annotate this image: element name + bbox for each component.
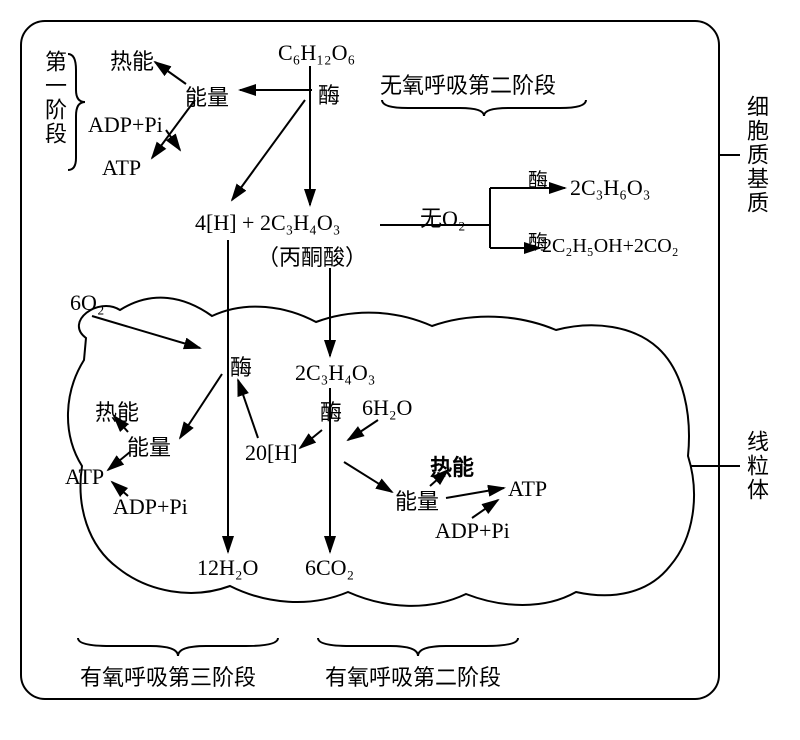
lactic-acid: 2C₃H₆O₃ [570, 175, 650, 201]
mitochondria-label: 线粒体 [740, 430, 772, 502]
co2-6: 6CO₂ [305, 555, 354, 581]
enzyme-4: 酶 [230, 350, 252, 382]
enzyme-1: 酶 [318, 78, 340, 110]
anaerobic-label: 无氧呼吸第二阶段 [380, 68, 556, 100]
heat-2: 热能 [95, 395, 139, 427]
energy-2: 能量 [127, 430, 171, 462]
cytoplasm-label: 细胞质基质 [740, 95, 772, 215]
energy-1: 能量 [185, 80, 229, 112]
stage1-label: 第一阶段 [38, 50, 70, 146]
atp-2: ATP [65, 464, 104, 490]
heat-1: 热能 [110, 44, 154, 76]
aerobic-stage3: 有氧呼吸第三阶段 [80, 660, 256, 692]
no-o2: 无O₂ [420, 201, 466, 233]
pyruvate-2: 2C₃H₄O₃ [295, 360, 375, 386]
h20: 20[H] [245, 440, 298, 466]
glucose: C₆H₁₂O₆ [278, 40, 355, 66]
aerobic-stage2: 有氧呼吸第二阶段 [325, 660, 501, 692]
atp-1: ATP [102, 155, 141, 181]
adp-pi-2: ADP+Pi [113, 494, 188, 520]
enzyme-5: 酶 [320, 395, 342, 427]
h2o-6: 6H₂O [362, 395, 412, 421]
o2-6: 6O₂ [70, 290, 105, 316]
heat-3: 热能 [430, 450, 474, 482]
h2o-12: 12H₂O [197, 555, 258, 581]
energy-3: 能量 [395, 484, 439, 516]
atp-3: ATP [508, 476, 547, 502]
adp-pi-1: ADP+Pi [88, 112, 163, 138]
adp-pi-3: ADP+Pi [435, 518, 510, 544]
enzyme-2: 酶 [528, 164, 548, 193]
h4-pyruvate: 4[H] + 2C₃H₄O₃ [195, 210, 340, 236]
ethanol: 2C₂H₅OH+2CO₂ [542, 235, 679, 258]
pyruvate-cn: （丙酮酸） [257, 240, 367, 272]
